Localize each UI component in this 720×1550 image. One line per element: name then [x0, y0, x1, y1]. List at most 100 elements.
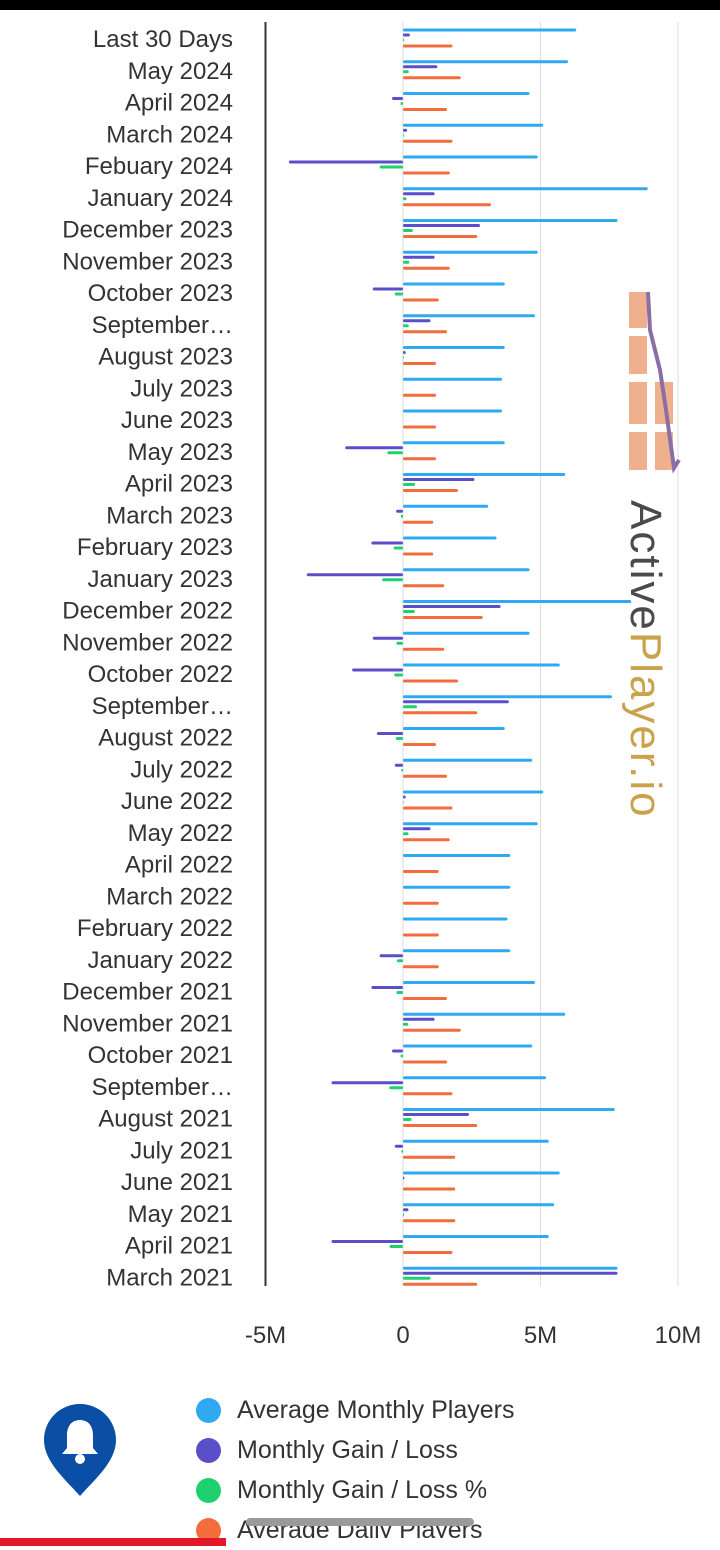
- bar[interactable]: [403, 261, 409, 264]
- bar[interactable]: [403, 197, 407, 200]
- bar[interactable]: [403, 70, 409, 73]
- bar[interactable]: [403, 981, 535, 984]
- bar[interactable]: [403, 319, 431, 322]
- bar[interactable]: [403, 1156, 455, 1159]
- bar[interactable]: [403, 759, 532, 762]
- bar[interactable]: [396, 642, 403, 645]
- bar[interactable]: [403, 426, 436, 429]
- bar[interactable]: [403, 410, 502, 413]
- bar[interactable]: [403, 1018, 435, 1021]
- bar[interactable]: [403, 140, 453, 143]
- bar[interactable]: [403, 29, 576, 32]
- bar[interactable]: [403, 648, 444, 651]
- legend-item-monthly-gain-loss-percent[interactable]: Monthly Gain / Loss %: [196, 1470, 514, 1510]
- bar[interactable]: [403, 1235, 549, 1238]
- bar[interactable]: [397, 959, 403, 962]
- bar[interactable]: [403, 187, 648, 190]
- bar[interactable]: [403, 1140, 549, 1143]
- bar[interactable]: [403, 854, 510, 857]
- bar[interactable]: [371, 542, 403, 545]
- bar[interactable]: [403, 711, 477, 714]
- bar[interactable]: [403, 283, 505, 286]
- bar[interactable]: [387, 451, 403, 454]
- bar[interactable]: [332, 1081, 404, 1084]
- bar[interactable]: [403, 1061, 447, 1064]
- bar[interactable]: [403, 314, 535, 317]
- bar[interactable]: [403, 1277, 431, 1280]
- bar[interactable]: [403, 775, 447, 778]
- bar[interactable]: [403, 1118, 412, 1121]
- bar[interactable]: [403, 330, 447, 333]
- bar[interactable]: [395, 293, 403, 296]
- bar[interactable]: [403, 796, 406, 799]
- bar[interactable]: [403, 807, 453, 810]
- bar[interactable]: [403, 219, 618, 222]
- bar[interactable]: [403, 1013, 565, 1016]
- bar[interactable]: [401, 102, 403, 105]
- bar[interactable]: [403, 92, 530, 95]
- bar[interactable]: [403, 108, 447, 111]
- bar[interactable]: [403, 489, 458, 492]
- bar[interactable]: [373, 637, 403, 640]
- bar[interactable]: [396, 991, 403, 994]
- bar[interactable]: [403, 934, 439, 937]
- bar[interactable]: [395, 1145, 403, 1148]
- bar[interactable]: [403, 45, 453, 48]
- bar[interactable]: [403, 870, 439, 873]
- bar[interactable]: [403, 441, 505, 444]
- bar[interactable]: [380, 166, 403, 169]
- bar[interactable]: [403, 616, 483, 619]
- bar[interactable]: [403, 902, 439, 905]
- bar[interactable]: [403, 256, 435, 259]
- bar[interactable]: [332, 1240, 404, 1243]
- bar[interactable]: [403, 76, 461, 79]
- bar[interactable]: [389, 1086, 403, 1089]
- bar[interactable]: [403, 664, 560, 667]
- bar[interactable]: [403, 632, 530, 635]
- bar[interactable]: [403, 156, 538, 159]
- bar[interactable]: [403, 680, 458, 683]
- bar[interactable]: [403, 224, 480, 227]
- bar[interactable]: [403, 600, 631, 603]
- bar[interactable]: [403, 478, 475, 481]
- bar[interactable]: [403, 1029, 461, 1032]
- bar[interactable]: [382, 578, 403, 581]
- bar[interactable]: [403, 299, 439, 302]
- bar[interactable]: [403, 251, 538, 254]
- bar[interactable]: [401, 1150, 403, 1153]
- bar[interactable]: [403, 362, 436, 365]
- bar[interactable]: [373, 288, 403, 291]
- bar[interactable]: [403, 700, 509, 703]
- bar[interactable]: [403, 1092, 453, 1095]
- bar[interactable]: [403, 378, 502, 381]
- bar[interactable]: [403, 124, 543, 127]
- bar[interactable]: [403, 34, 410, 37]
- legend-item-average-monthly-players[interactable]: Average Monthly Players: [196, 1390, 514, 1430]
- bar[interactable]: [394, 674, 403, 677]
- notification-button[interactable]: [42, 1402, 118, 1498]
- bar[interactable]: [403, 505, 488, 508]
- bar[interactable]: [403, 1208, 409, 1211]
- bar[interactable]: [392, 1050, 403, 1053]
- bar[interactable]: [403, 743, 436, 746]
- bar[interactable]: [403, 827, 431, 830]
- bar[interactable]: [403, 965, 439, 968]
- bar[interactable]: [403, 584, 444, 587]
- bar[interactable]: [396, 737, 403, 740]
- bar[interactable]: [403, 346, 505, 349]
- bar[interactable]: [403, 394, 436, 397]
- bar[interactable]: [403, 1076, 546, 1079]
- scroll-handle[interactable]: [246, 1518, 474, 1526]
- bar[interactable]: [403, 997, 447, 1000]
- bar[interactable]: [403, 521, 433, 524]
- bar[interactable]: [403, 192, 435, 195]
- bar[interactable]: [403, 1113, 469, 1116]
- bar[interactable]: [371, 986, 403, 989]
- bar[interactable]: [403, 134, 404, 137]
- bar[interactable]: [403, 727, 505, 730]
- bar[interactable]: [352, 669, 403, 672]
- bar[interactable]: [403, 886, 510, 889]
- bar[interactable]: [403, 483, 415, 486]
- bar[interactable]: [403, 553, 433, 556]
- bar[interactable]: [403, 791, 543, 794]
